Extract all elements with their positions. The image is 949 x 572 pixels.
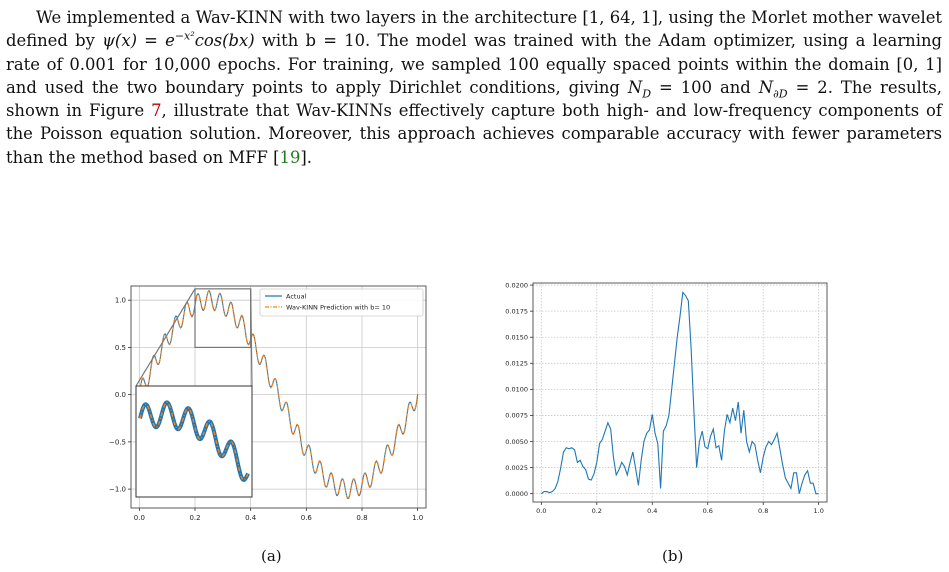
y-tick-label: 0.0075 <box>505 412 528 420</box>
paragraph-text: = 100 and <box>651 77 759 97</box>
zoom-region-box <box>194 288 252 349</box>
y-tick-label: 0.0150 <box>505 334 528 342</box>
y-tick-label: 0.0175 <box>505 307 528 315</box>
zoom-connector-line <box>135 288 196 387</box>
error-series-line <box>540 291 819 495</box>
inset-actual-line <box>138 400 250 482</box>
zoom-connector-line <box>250 288 253 387</box>
figure-b-caption: (b) <box>662 547 684 565</box>
x-tick-label: 0.4 <box>647 507 657 515</box>
paragraph-text: with b = 10. The model was trained with … <box>6 31 943 97</box>
y-tick-label: 0.0100 <box>505 386 528 394</box>
axes-frame <box>130 285 427 509</box>
x-tick-label: 0.2 <box>189 514 200 522</box>
paragraph-text: ]. <box>300 147 313 167</box>
x-tick-label: 0.6 <box>703 507 713 515</box>
figure-reference-link[interactable]: 7 <box>151 101 162 121</box>
legend-prediction-label: Wav-KINN Prediction with b= 10 <box>286 304 390 312</box>
y-tick-label: 0.0 <box>115 391 126 399</box>
x-tick-label: 0.0 <box>134 514 145 522</box>
x-tick-label: 0.4 <box>245 514 257 522</box>
y-tick-label: 0.0025 <box>505 464 528 472</box>
body-paragraph: We implemented a Wav-KINN with two layer… <box>6 6 942 169</box>
legend-actual-label: Actual <box>286 293 307 301</box>
axes-frame <box>532 282 828 503</box>
x-tick-label: 0.0 <box>536 507 546 515</box>
legend-box <box>259 288 424 317</box>
x-tick-label: 0.8 <box>356 514 367 522</box>
x-tick-label: 1.0 <box>814 507 824 515</box>
wavelet-formula: ψ(x) = e−x²cos(bx) <box>102 29 255 51</box>
legend: Actual Wav-KINN Prediction with b= 10 <box>259 288 424 317</box>
n-boundary-symbol: N∂D <box>758 77 788 101</box>
citation-link[interactable]: 19 <box>279 147 301 167</box>
n-d-symbol: ND <box>627 77 652 101</box>
x-tick-label: 0.8 <box>758 507 768 515</box>
figure-a-caption: (a) <box>261 547 282 565</box>
paragraph-text: = 2. The results, shown in Figure <box>6 77 943 121</box>
y-tick-label: 0.0000 <box>505 490 528 498</box>
paragraph-text: , illustrate that Wav-KINNs effectively … <box>6 101 942 167</box>
y-tick-label: 0.0200 <box>505 281 528 289</box>
paragraph-text: We implemented a Wav-KINN with two layer… <box>6 8 942 51</box>
y-tick-label: −1.0 <box>109 486 126 494</box>
x-tick-label: 0.6 <box>301 514 313 522</box>
y-tick-label: 0.0050 <box>505 438 528 446</box>
inset-frame <box>135 385 253 498</box>
y-tick-label: −0.5 <box>109 438 126 446</box>
x-tick-label: 0.2 <box>592 507 602 515</box>
y-tick-label: 0.5 <box>115 344 126 352</box>
x-tick-label: 1.0 <box>412 514 423 522</box>
y-tick-label: 0.0125 <box>505 360 528 368</box>
y-tick-label: 1.0 <box>115 297 126 305</box>
